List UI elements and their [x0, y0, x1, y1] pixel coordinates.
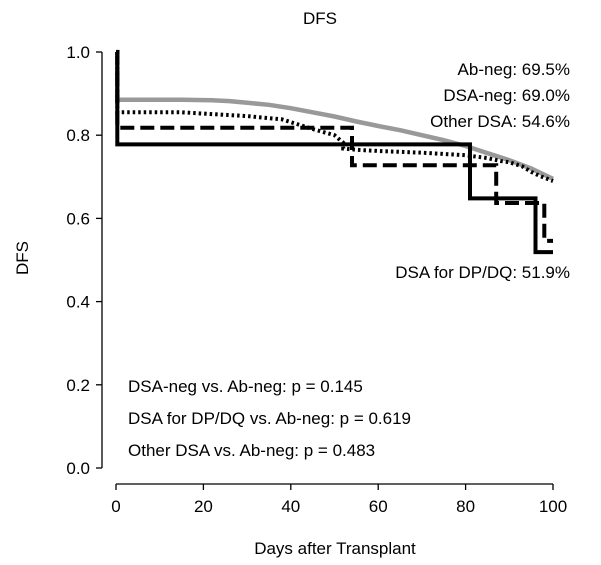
x-axis-label: Days after Transplant — [254, 539, 416, 558]
y-axis-label: DFS — [13, 241, 32, 275]
series-line-ab-neg — [115, 49, 554, 181]
y-tick-label: 0.8 — [66, 126, 90, 145]
x-ticks: 0 20 40 60 80 100 — [111, 484, 567, 516]
pvalue-other-dsa: Other DSA vs. Ab-neg: p = 0.483 — [128, 441, 375, 460]
pvalue-dsa-neg: DSA-neg vs. Ab-neg: p = 0.145 — [128, 377, 363, 396]
y-tick-label: 0.0 — [66, 459, 90, 478]
y-tick-label: 0.6 — [66, 209, 90, 228]
annotation-other-dsa: Other DSA: 54.6% — [430, 112, 570, 131]
x-tick-label: 100 — [539, 497, 567, 516]
y-ticks: 0.0 0.2 0.4 0.6 0.8 1.0 — [66, 43, 102, 478]
annotation-ab-neg: Ab-neg: 69.5% — [458, 60, 570, 79]
y-tick-label: 1.0 — [66, 43, 90, 62]
survival-curves — [115, 49, 554, 255]
series-line-dsa-dpdq — [115, 50, 553, 255]
y-tick-label: 0.4 — [66, 293, 90, 312]
series-line-other-dsa — [115, 50, 553, 243]
annotation-dsa-neg: DSA-neg: 69.0% — [443, 86, 570, 105]
x-tick-label: 20 — [194, 497, 213, 516]
pvalue-dsa-dpdq: DSA for DP/DQ vs. Ab-neg: p = 0.619 — [128, 409, 411, 428]
x-tick-label: 80 — [456, 497, 475, 516]
x-tick-label: 0 — [111, 497, 120, 516]
y-tick-label: 0.2 — [66, 376, 90, 395]
x-tick-label: 40 — [281, 497, 300, 516]
x-tick-label: 60 — [369, 497, 388, 516]
chart-title: DFS — [303, 9, 337, 28]
annotation-dsa-dpdq: DSA for DP/DQ: 51.9% — [395, 263, 570, 282]
